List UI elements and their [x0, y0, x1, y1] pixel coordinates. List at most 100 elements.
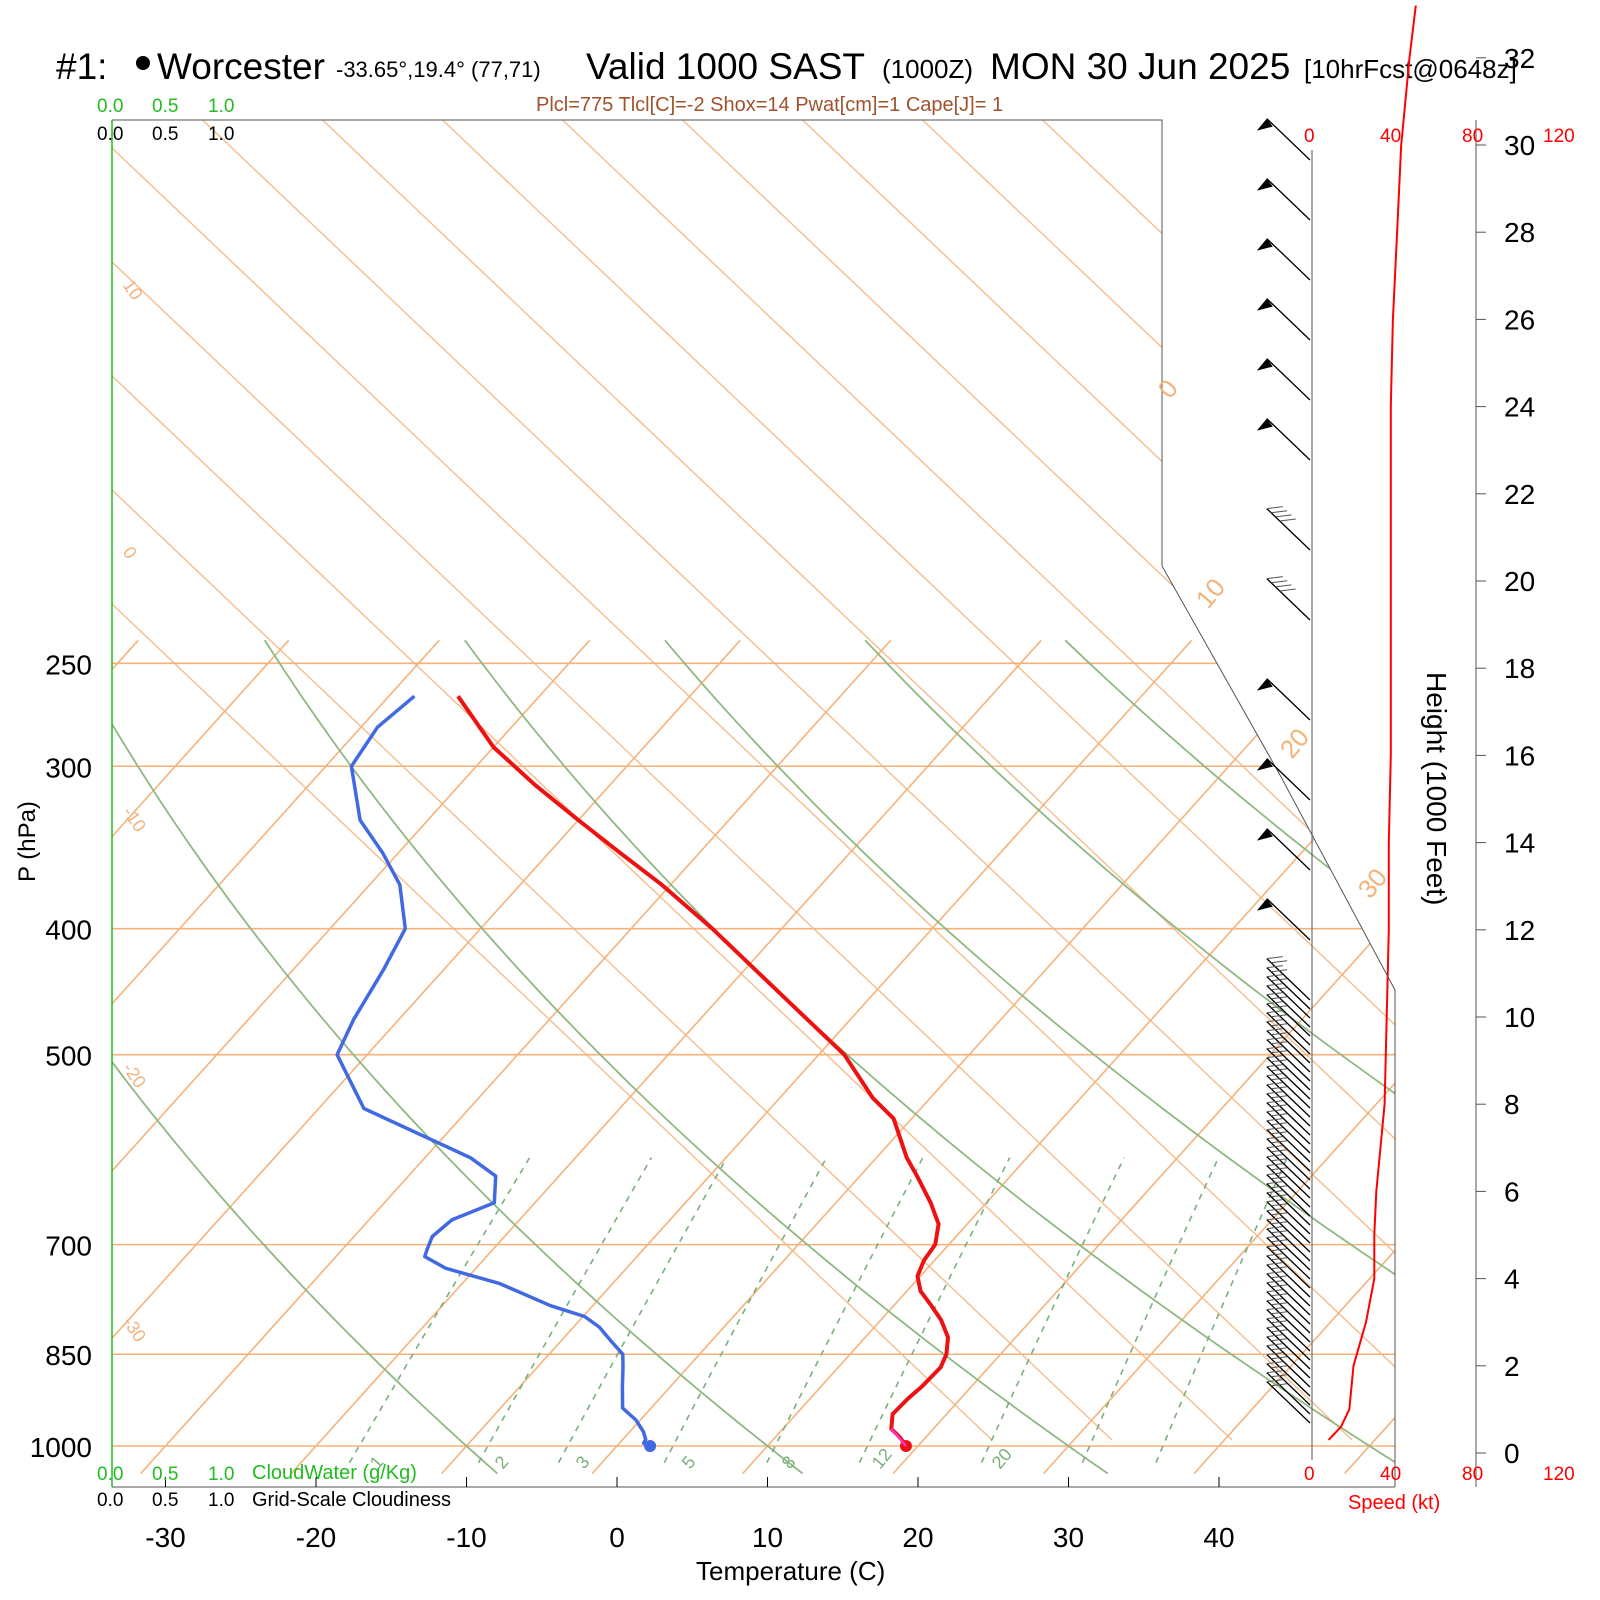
- cloudwater-label: CloudWater (g/Kg): [252, 1462, 417, 1484]
- top-cloudwater-tick-1: 0.5: [152, 96, 179, 117]
- isotherm-line: [742, 639, 1395, 1475]
- barb-feather: [1271, 1257, 1288, 1261]
- background-grid: [112, 120, 1395, 1475]
- barb-feather: [1266, 1154, 1283, 1158]
- barb-flag: [1256, 358, 1273, 371]
- temperature-tick-label: 10: [752, 1522, 783, 1553]
- wind-barb: [1266, 1217, 1311, 1262]
- barb-staff: [1266, 118, 1311, 161]
- isotherm-right-label: 0: [1152, 373, 1184, 403]
- barb-flag: [1256, 238, 1273, 251]
- barb-staff: [1266, 1138, 1311, 1181]
- barb-feather: [1271, 1275, 1288, 1279]
- barb-staff: [1266, 985, 1311, 1028]
- barb-staff: [1266, 508, 1311, 551]
- barb-flag: [1256, 678, 1273, 691]
- wind-barb: [1256, 828, 1311, 871]
- mixing-ratio-line: [348, 1157, 531, 1464]
- pressure-tick-label: 850: [45, 1340, 92, 1371]
- dry-adiabat-line: [464, 639, 1395, 1475]
- temperature-tick-label: 40: [1203, 1522, 1234, 1553]
- barb-staff: [1266, 1165, 1311, 1208]
- wind-barb: [1266, 506, 1311, 551]
- cloudiness-tick-2: 1.0: [208, 1490, 235, 1511]
- barb-feather: [1266, 1244, 1283, 1248]
- barb-feather: [1266, 992, 1283, 996]
- isentrope-line: [112, 120, 1395, 1441]
- barb-staff: [1266, 1363, 1311, 1406]
- barb-flag: [1256, 418, 1273, 431]
- barb-staff: [1266, 1345, 1311, 1388]
- wind-barb: [1266, 1181, 1311, 1226]
- isotherm-line: [112, 639, 290, 1475]
- speed-tick-bottom-3: 120: [1543, 1464, 1575, 1485]
- wind-barb: [1266, 1055, 1311, 1100]
- wind-barb: [1266, 576, 1311, 621]
- wind-barb: [1256, 178, 1311, 221]
- barb-feather: [1271, 1131, 1288, 1135]
- barb-feather: [1275, 584, 1292, 588]
- mixing-ratio-label: 5: [678, 1452, 700, 1473]
- barb-feather: [1266, 1361, 1283, 1365]
- barb-staff: [1266, 1246, 1311, 1289]
- wind-barb: [1266, 1190, 1311, 1235]
- speed-tick-top-2: 80: [1462, 126, 1484, 147]
- barb-feather: [1266, 965, 1283, 969]
- wind-barbs: [1256, 118, 1311, 1424]
- barb-feather: [1271, 1284, 1288, 1288]
- barb-staff: [1266, 1003, 1311, 1046]
- mixing-ratio-label: 12: [868, 1444, 896, 1472]
- barb-staff: [1266, 1120, 1311, 1163]
- mixing-ratio-line: [766, 1157, 924, 1464]
- wind-barb: [1266, 1235, 1311, 1280]
- wind-barb: [1266, 965, 1311, 1010]
- barb-feather: [1266, 1370, 1283, 1374]
- barb-feather: [1266, 1217, 1283, 1221]
- barb-staff: [1266, 1381, 1311, 1424]
- barb-feather: [1266, 1046, 1283, 1050]
- wind-barb: [1266, 974, 1311, 1019]
- barb-feather: [1266, 1325, 1283, 1329]
- wind-barb: [1266, 1325, 1311, 1370]
- cloudwater-tick-2: 1.0: [208, 1464, 235, 1485]
- valid-date: MON 30 Jun 2025: [990, 46, 1291, 87]
- barb-feather: [1266, 1352, 1283, 1356]
- dry-adiabat-line: [112, 639, 804, 1475]
- barb-feather: [1271, 1050, 1288, 1054]
- wind-barb: [1266, 1352, 1311, 1397]
- barb-feather: [1266, 1208, 1283, 1212]
- temperature-tick-label: -30: [145, 1522, 185, 1553]
- wind-barb: [1256, 358, 1311, 401]
- barb-feather: [1266, 1289, 1283, 1293]
- wind-barb: [1266, 1136, 1311, 1181]
- barb-feather: [1271, 1239, 1288, 1243]
- height-tick-label: 4: [1504, 1264, 1520, 1295]
- barb-feather: [1266, 576, 1283, 580]
- wind-barb: [1266, 983, 1311, 1028]
- barb-feather: [1271, 1032, 1288, 1036]
- barb-feather: [1271, 1023, 1288, 1027]
- barb-feather: [1271, 1230, 1288, 1234]
- wind-barb: [1266, 1289, 1311, 1334]
- barb-staff: [1266, 1066, 1311, 1109]
- barb-feather: [1271, 1104, 1288, 1108]
- barb-feather: [1271, 1185, 1288, 1189]
- wind-barb: [1266, 1145, 1311, 1190]
- wind-barb: [1266, 1298, 1311, 1343]
- barb-staff: [1266, 1210, 1311, 1253]
- barb-feather: [1266, 1181, 1283, 1185]
- barb-staff: [1266, 1156, 1311, 1199]
- wind-barb: [1266, 1262, 1311, 1307]
- barb-feather: [1266, 1280, 1283, 1284]
- diagram-grid: [112, 120, 1395, 1475]
- station-marker-icon: [128, 56, 158, 74]
- wind-barb: [1266, 1343, 1311, 1388]
- barb-staff: [1266, 1336, 1311, 1379]
- temperature-profile: [456, 695, 950, 1448]
- dry-adiabat-line: [112, 639, 498, 1475]
- mixing-ratio-label: 20: [988, 1444, 1016, 1472]
- wind-barb: [1256, 118, 1311, 161]
- barb-flag: [1256, 298, 1273, 311]
- wind-barb: [1266, 1001, 1311, 1046]
